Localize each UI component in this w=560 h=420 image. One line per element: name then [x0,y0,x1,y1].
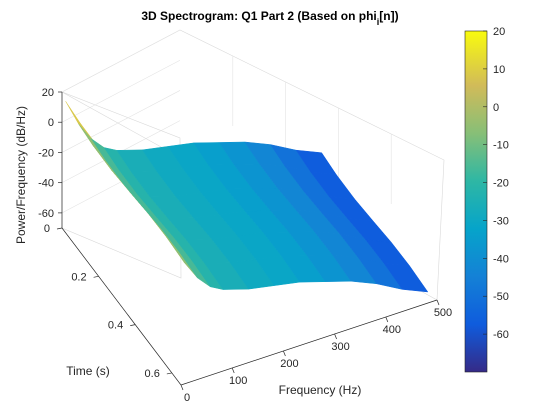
z-gridline [61,59,181,123]
y-axis-ticks: 0 0.2 0.4 0.6 [44,223,172,380]
colorbar-gradient [464,30,488,373]
y-tick-label: 0.4 [108,320,123,332]
x-tick-mark [385,316,389,323]
z-axis-title: Power/Frequency (dB/Hz) [14,106,28,244]
y-tick-label: 0.2 [71,271,86,283]
colorbar-tick-label: -10 [493,140,509,152]
chart-title-suffix: [n]) [379,9,398,23]
colorbar-tick-label: 20 [493,26,505,38]
chart-title-subscript: i [377,17,380,27]
x-tick-mark [334,333,337,340]
z-tick-label: -60 [38,208,54,220]
colorbar-tick-label: -50 [493,291,509,303]
z-axis-ticks: 20 0 -20 -40 -60 [38,87,62,220]
colorbar-ticks: 20 10 0 -10 -20 -30 -40 -50 -60 [483,26,509,341]
colorbar-tick-label: -30 [493,215,509,227]
y-tick-label: 0 [44,223,50,235]
z-tick-label: 20 [42,87,54,99]
z-tick-label: -40 [38,178,54,190]
surface-patch [295,149,337,175]
x-tick-label: 400 [383,324,401,336]
y-tick-mark [56,227,63,230]
x-tick-mark [283,350,286,357]
x-axis-line [180,299,438,386]
x-axis-title: Frequency (Hz) [279,383,362,397]
colorbar-tick-label: -20 [493,178,509,190]
colorbar: 20 10 0 -10 -20 -30 -40 -50 -60 [464,26,509,373]
y-tick-mark [166,372,172,375]
x-tick-mark [231,367,235,374]
x-tick-label: 500 [434,307,452,319]
x-tick-label: 200 [280,358,298,370]
y-axis-line [61,227,182,386]
x-tick-label: 300 [331,341,349,353]
z-gridline [61,90,181,153]
colorbar-tick-label: -40 [493,253,509,265]
z-gridline [61,29,181,93]
axis-lines [61,92,438,386]
x-tick-label: 0 [184,392,190,404]
colorbar-tick-label: 0 [493,102,499,114]
chart-title: 3D Spectrogram: Q1 Part 2 (Based on phii… [141,9,398,27]
y-tick-label: 0.6 [145,368,160,380]
y-axis-title: Time (s) [66,364,110,378]
colorbar-tick-label: -60 [493,329,509,341]
x-tick-label: 100 [229,375,247,387]
colorbar-tick-label: 10 [493,64,505,76]
chart-title-main: 3D Spectrogram: Q1 Part 2 (Based on phi [141,9,376,23]
spectrogram-surface [65,101,429,293]
x-axis-ticks: 0 100 200 300 400 500 [180,299,452,404]
z-tick-label: 0 [48,117,54,129]
z-tick-label: -20 [38,147,54,159]
x-tick-mark [180,384,184,391]
y-tick-mark [130,324,136,326]
y-tick-mark [93,275,99,278]
x-tick-mark [436,299,440,306]
